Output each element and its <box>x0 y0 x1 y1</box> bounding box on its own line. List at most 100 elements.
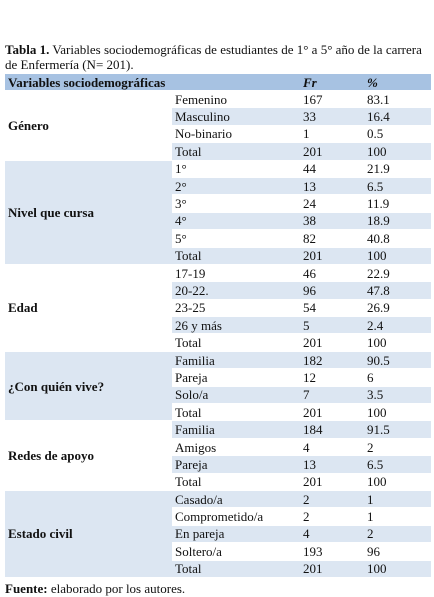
table-cell: 201 <box>300 247 364 265</box>
table-row: 5° 82 40.8 <box>5 229 431 248</box>
table-cell: 201 <box>300 142 364 161</box>
table-cell: 2 <box>364 525 431 544</box>
table-cell: 20-22. <box>172 281 300 300</box>
table-cell: 96 <box>300 281 364 300</box>
table-cell: 4° <box>172 212 300 231</box>
table-cell: 38 <box>300 212 364 231</box>
table-cell: 193 <box>300 542 364 561</box>
footer-label: Fuente: <box>5 580 48 596</box>
table-cell: 47.8 <box>364 281 431 300</box>
table-cell: 167 <box>300 90 364 109</box>
table-row: ¿Con quién vive? Familia 182 90.5 <box>5 351 431 422</box>
group-label: Edad <box>5 264 172 352</box>
caption-label: Tabla 1. <box>5 42 50 57</box>
group-label: Redes de apoyo <box>5 420 172 491</box>
table-cell: Comprometido/a <box>172 507 300 526</box>
table-cell: 13 <box>300 177 364 196</box>
table-row: Género Femenino 167 83.1 <box>5 90 431 161</box>
table-cell: 100 <box>364 247 431 265</box>
table-cell: 17-19 <box>172 264 300 283</box>
table-cell: 182 <box>300 351 364 370</box>
table: Variables sociodemográficas Fr % Género F… <box>5 74 431 578</box>
table-cell: Pareja <box>172 455 300 474</box>
table-cell: 100 <box>364 333 431 352</box>
table-row: Total 201 100 <box>5 473 431 491</box>
table-row: Soltero/a 193 96 <box>5 542 431 561</box>
table-cell: 22.9 <box>364 264 431 283</box>
table-cell: Solo/a <box>172 386 300 405</box>
table-cell: Total <box>172 560 300 578</box>
table-cell: 0.5 <box>364 125 431 144</box>
table-row: Amigos 4 2 <box>5 438 431 457</box>
header-row: Variables sociodemográficas Fr % <box>5 74 431 91</box>
table-cell: 184 <box>300 420 364 439</box>
table-row: Total 201 100 <box>5 247 431 265</box>
table-cell: 3° <box>172 194 300 213</box>
table-cell: 24 <box>300 194 364 213</box>
table-cell: 2 <box>300 507 364 526</box>
caption-text: Variables sociodemográficas de estudiant… <box>5 42 422 72</box>
table-cell: 2.4 <box>364 316 431 335</box>
table-cell: 11.9 <box>364 194 431 213</box>
table-cell: Total <box>172 473 300 491</box>
table-cell: 100 <box>364 473 431 491</box>
table-cell: 6.5 <box>364 177 431 196</box>
table-cell: 16.4 <box>364 107 431 126</box>
table-row: Solo/a 7 3.5 <box>5 386 431 405</box>
table-cell: 201 <box>300 473 364 491</box>
table-cell: 201 <box>300 333 364 352</box>
table-cell: 100 <box>364 560 431 578</box>
table-row: En pareja 4 2 <box>5 525 431 544</box>
header-cell: Variables sociodemográficas <box>5 74 300 91</box>
table-cell: 40.8 <box>364 229 431 248</box>
table-cell: 21.9 <box>364 160 431 178</box>
table-row: Total 201 100 <box>5 403 431 422</box>
table-row: Masculino 33 16.4 <box>5 107 431 126</box>
table-cell: 6.5 <box>364 455 431 474</box>
table-cell: 201 <box>300 560 364 578</box>
table-cell: 1 <box>364 507 431 526</box>
header-cell: % <box>364 74 431 91</box>
document: Tabla 1. Variables sociodemográficas de … <box>5 42 431 597</box>
table-cell: 26 y más <box>172 316 300 335</box>
table-row: Redes de apoyo Familia 184 91.5 <box>5 420 431 491</box>
table-cell: 4 <box>300 438 364 457</box>
table-cell: 83.1 <box>364 90 431 109</box>
caption: Tabla 1. Variables sociodemográficas de … <box>5 42 431 72</box>
table-cell: 82 <box>300 229 364 248</box>
table-cell: Femenino <box>172 90 300 109</box>
table-cell: 4 <box>300 525 364 544</box>
table-row: Edad 17-19 46 22.9 <box>5 264 431 352</box>
table-cell: 100 <box>364 403 431 422</box>
footer: Fuente: elaborado por los autores. <box>5 581 431 597</box>
table-cell: 201 <box>300 403 364 422</box>
table-body: Género Femenino 167 83.1 Masculino 33 16.4 No-b… <box>5 90 431 578</box>
group-label: Estado civil <box>5 490 172 578</box>
table-row: 2° 13 6.5 <box>5 177 431 196</box>
table-row: Nivel que cursa 1° 44 21.9 <box>5 160 431 265</box>
table-cell: Total <box>172 403 300 422</box>
footer-text: elaborado por los autores. <box>50 580 186 596</box>
table-cell: 44 <box>300 160 364 178</box>
table-cell: Familia <box>172 420 300 439</box>
group-label: Nivel que cursa <box>5 160 172 265</box>
table-row: 23-25 54 26.9 <box>5 299 431 318</box>
table-cell: 1° <box>172 160 300 178</box>
table-row: No-binario 1 0.5 <box>5 125 431 144</box>
table-cell: No-binario <box>172 125 300 144</box>
table-row: Pareja 12 6 <box>5 368 431 387</box>
table-cell: 6 <box>364 368 431 387</box>
header-cell: Fr <box>300 74 364 91</box>
table-cell: 13 <box>300 455 364 474</box>
table-cell: 46 <box>300 264 364 283</box>
table-cell: Soltero/a <box>172 542 300 561</box>
table-cell: 2 <box>364 438 431 457</box>
group-label: ¿Con quién vive? <box>5 351 172 422</box>
table-cell: 2 <box>300 490 364 509</box>
table-cell: 91.5 <box>364 420 431 439</box>
table-row: 3° 24 11.9 <box>5 194 431 213</box>
table-cell: Total <box>172 333 300 352</box>
table-cell: 33 <box>300 107 364 126</box>
table-cell: 5 <box>300 316 364 335</box>
